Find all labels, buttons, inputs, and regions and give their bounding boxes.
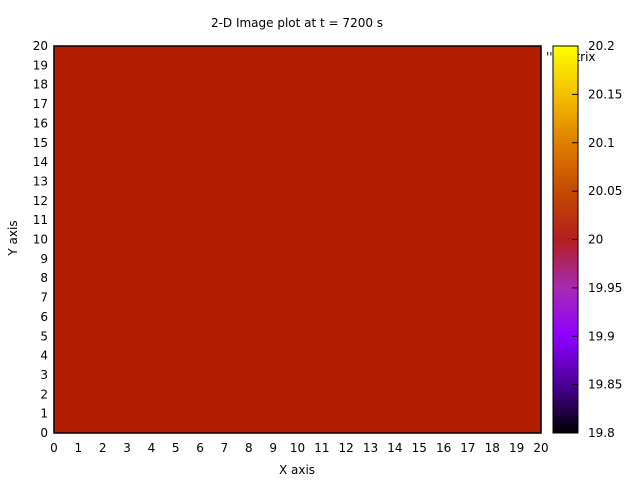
plot-frame [53,45,542,434]
x-tick-label: 2 [99,441,107,455]
x-tick-label: 15 [412,441,427,455]
x-tick-label: 19 [509,441,524,455]
y-tick-label: 19 [33,58,48,72]
x-tick-label: 11 [314,441,329,455]
y-tick-label: 3 [40,368,48,382]
x-tick-label: 16 [436,441,451,455]
y-axis-label: Y axis [6,220,20,256]
colorbar-tick-label: 19.8 [588,426,615,440]
x-tick-label: 4 [148,441,156,455]
colorbar-tick-label: 20.1 [588,136,615,150]
y-tick-label: 12 [33,194,48,208]
y-tick-label: 8 [40,271,48,285]
x-tick-label: 3 [123,441,131,455]
colorbar-tick-label: 19.85 [588,378,622,392]
chart-title: 2-D Image plot at t = 7200 s [211,16,383,30]
y-tick-label: 11 [33,213,48,227]
x-tick-label: 9 [269,441,277,455]
y-tick-label: 18 [33,78,48,92]
x-tick-label: 5 [172,441,180,455]
y-tick-label: 0 [40,426,48,440]
heatmap-field [54,46,541,433]
y-tick-label: 2 [40,387,48,401]
x-tick-label: 17 [460,441,475,455]
y-tick-label: 10 [33,233,48,247]
colorbar-ticks: 19.8 19.85 19.9 19.95 20 20.05 20.1 20.15 20.2 [572,39,622,440]
x-axis-ticks: 0 1 2 3 4 5 6 7 8 9 10 11 12 13 14 15 16 17 18 19 20 [50,441,548,455]
x-tick-label: 6 [196,441,204,455]
y-tick-label: 1 [40,407,48,421]
x-tick-label: 0 [50,441,58,455]
colorbar-tick-label: 19.95 [588,281,622,295]
y-tick-label: 20 [33,39,48,53]
x-tick-label: 20 [533,441,548,455]
colorbar-tick-label: 20 [588,233,603,247]
y-tick-label: 5 [40,329,48,343]
y-tick-label: 9 [40,252,48,266]
x-axis-label: X axis [279,463,315,477]
y-tick-label: 16 [33,116,48,130]
x-tick-label: 14 [387,441,402,455]
y-tick-label: 15 [33,136,48,150]
x-tick-label: 13 [363,441,378,455]
colorbar-tick-label: 19.9 [588,329,615,343]
x-tick-label: 10 [290,441,305,455]
y-tick-label: 6 [40,310,48,324]
y-tick-label: 17 [33,97,48,111]
x-tick-label: 8 [245,441,253,455]
y-tick-label: 13 [33,174,48,188]
colorbar-tick-label: 20.05 [588,184,622,198]
y-tick-label: 7 [40,291,48,305]
y-tick-label: 4 [40,349,48,363]
x-tick-label: 1 [75,441,83,455]
y-tick-label: 14 [33,155,48,169]
x-tick-label: 7 [221,441,229,455]
colorbar-tick-label: 20.15 [588,87,622,101]
x-tick-label: 12 [339,441,354,455]
colorbar-tick-label: 20.2 [588,39,615,53]
x-tick-label: 18 [485,441,500,455]
